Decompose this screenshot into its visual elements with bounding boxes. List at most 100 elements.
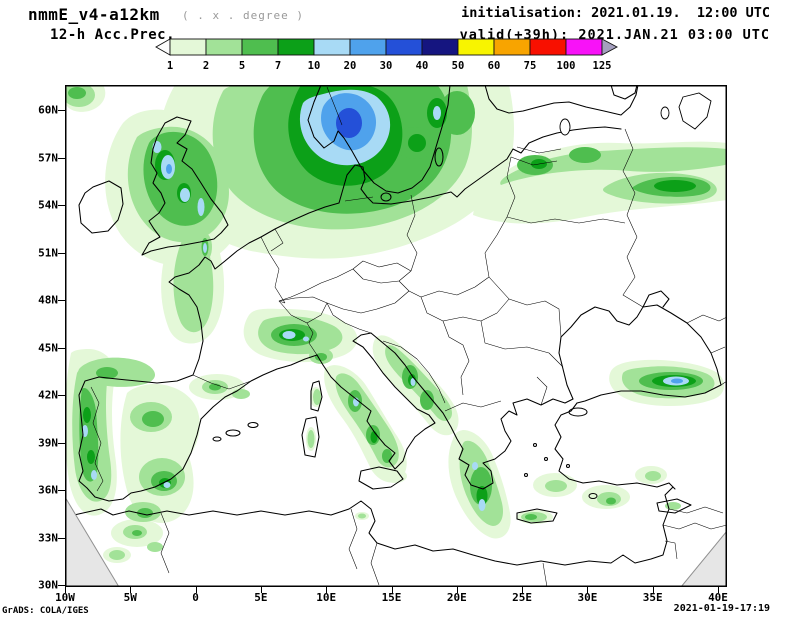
lat-tick (58, 537, 65, 539)
coast-balkans-greece (370, 332, 574, 490)
coast-west-europe-iberia (78, 236, 318, 502)
lat-tick (58, 205, 65, 206)
country-borders-shape (90, 386, 104, 492)
country-borders-shape (192, 374, 252, 390)
lat-label-39N: 39N (38, 436, 58, 449)
country-borders-shape (160, 512, 170, 574)
precip-layer-3-shape (606, 497, 616, 505)
lake-onega (678, 92, 712, 130)
precip-layer-5-shape (203, 243, 207, 253)
country-borders-shape (508, 298, 562, 338)
precip-layer-2-shape (313, 389, 321, 405)
lon-label-15E: 15E (381, 591, 402, 604)
country-borders-shape (516, 146, 562, 154)
coast-ibiza (212, 436, 222, 442)
precip-layer-4-shape (408, 134, 426, 152)
country-borders-shape (326, 302, 372, 334)
lon-tick (456, 587, 458, 593)
precip-layer-5-shape (303, 336, 309, 342)
coast-azov (642, 290, 670, 308)
lon-label-25E: 25E (512, 591, 533, 604)
country-borders-shape (536, 376, 548, 406)
lat-label-57N: 57N (38, 151, 58, 164)
coast-great-britain (141, 116, 229, 256)
lon-label-10W: 10W (55, 591, 75, 604)
lon-label-10E: 10E (316, 591, 337, 604)
precip-layer-1-shape (383, 469, 407, 483)
coast-ireland (78, 180, 124, 234)
lake-ilmen (660, 106, 670, 120)
country-borders-shape (326, 86, 343, 126)
precip-layer-3-shape (96, 367, 118, 379)
lon-label-35E: 35E (642, 591, 663, 604)
coast-marmara (568, 407, 588, 417)
projection-corner-mask-shape (65, 496, 120, 587)
precip-layer-3-shape (420, 390, 434, 410)
precip-layer-2-shape (307, 430, 315, 448)
coast-aegean-island (532, 442, 538, 448)
country-borders-shape (352, 260, 412, 284)
lat-label-42N: 42N (38, 388, 58, 402)
lat-tick (58, 347, 65, 349)
precip-layer-4-shape (83, 407, 91, 423)
lat-tick (58, 395, 65, 396)
projection-corner-mask (65, 496, 727, 587)
coast-aegean-island (565, 463, 571, 469)
coast-baltic-south (260, 126, 622, 238)
country-borders-shape (622, 236, 644, 308)
precip-layer-7-shape (336, 108, 362, 138)
legend-tick-label: 7 (275, 60, 281, 72)
coast-turkey (554, 402, 676, 490)
lat-tick (58, 300, 65, 301)
lat-tick (58, 490, 65, 491)
coast-menorca (247, 421, 259, 429)
lon-tick (130, 587, 132, 593)
lon-label-0: 0 (192, 591, 199, 604)
lon-tick (65, 587, 66, 593)
map-frame (65, 85, 727, 587)
lat-label-30N: 30N (38, 578, 58, 592)
country-borders-shape (484, 156, 516, 254)
country-borders-shape (370, 542, 380, 586)
lat-tick (58, 157, 65, 159)
precip-layer-3-shape (569, 147, 601, 163)
precip-layer-2-shape (109, 550, 125, 560)
precip-layer-5-shape (478, 499, 486, 511)
precip-layer-3-shape (137, 508, 153, 518)
coast-aegean-island (543, 456, 549, 462)
lat-tick (58, 252, 65, 254)
legend-cell (385, 38, 423, 56)
precip-layer-5-shape (410, 378, 416, 386)
legend-tick-label: 2 (203, 60, 209, 72)
lake-peipus (559, 118, 571, 136)
creation-timestamp: 2021-01-19-17:19 (673, 603, 770, 614)
coast-sicily (358, 466, 404, 490)
legend-tick-label: 75 (524, 60, 537, 72)
country-borders-shape (306, 322, 318, 356)
lon-label-20E: 20E (446, 591, 467, 604)
lake-ladoga-clip (610, 85, 638, 100)
precip-layer-5-shape (91, 470, 97, 480)
lat-label-51N: 51N (38, 246, 58, 259)
legend-cell (241, 38, 279, 56)
precip-layer-3-shape (525, 514, 537, 520)
country-borders-shape (444, 400, 502, 412)
legend-tick-label: 40 (416, 60, 429, 72)
legend-tick-label: 125 (593, 60, 612, 72)
coast-rhodes (588, 492, 598, 500)
lon-label-5W: 5W (123, 591, 137, 604)
lon-label-5E: 5E (254, 591, 268, 604)
country-borders-shape (668, 506, 724, 514)
country-borders-shape (348, 508, 358, 570)
lon-label-40E: 40E (708, 591, 728, 604)
precip-layer-3-shape (68, 87, 86, 99)
coast-cyprus (656, 498, 692, 514)
lat-label-33N: 33N (38, 531, 58, 544)
lat-label-45N: 45N (38, 341, 58, 354)
legend-cell (313, 38, 351, 56)
precip-layer-2-shape (645, 471, 661, 481)
country-borders-shape (442, 320, 470, 396)
country-borders-shape (382, 340, 446, 404)
legend-tick-label: 10 (308, 60, 321, 72)
